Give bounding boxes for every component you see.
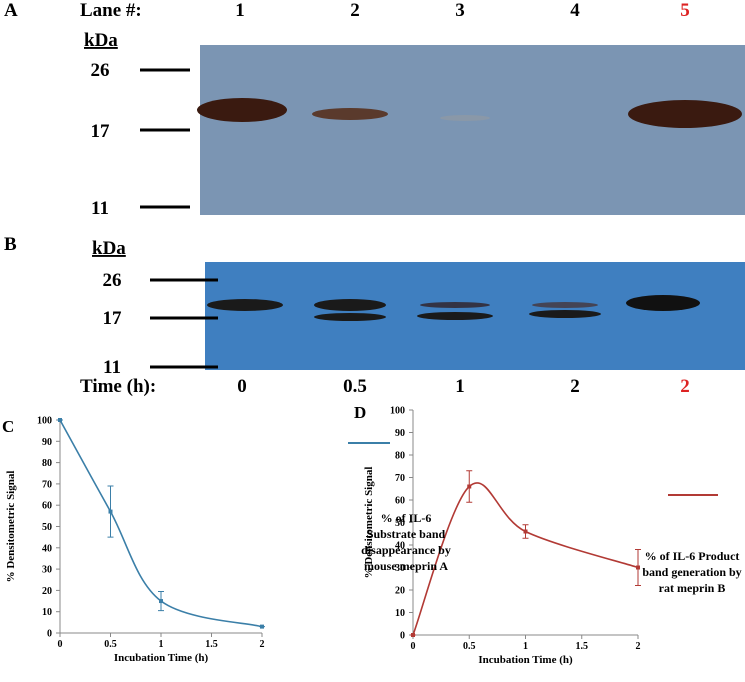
band: [440, 115, 490, 121]
time-header: Time (h):: [80, 376, 156, 397]
marker-label: 11: [103, 357, 121, 378]
band: [312, 108, 388, 120]
band: [628, 100, 742, 128]
time-label: 0: [237, 376, 247, 397]
lane-header: Lane #:: [80, 0, 142, 21]
y-tick-label: 10: [42, 607, 52, 618]
y-tick-label: 0: [400, 631, 405, 642]
line: [59, 419, 263, 628]
point: [411, 633, 415, 637]
y-tick-label: 60: [42, 501, 52, 512]
y-tick-label: 70: [42, 479, 52, 490]
point: [159, 599, 163, 604]
marker-label: 26: [91, 60, 110, 81]
y-tick-label: 70: [395, 473, 405, 484]
band: [626, 295, 700, 311]
y-tick-label: 30: [395, 563, 405, 574]
band: [197, 98, 287, 122]
x-tick-label: 1: [523, 641, 528, 652]
x-tick-label: 0.5: [104, 639, 117, 650]
y-tick-label: 20: [395, 586, 405, 597]
band: [314, 299, 386, 311]
y-tick-label: 60: [395, 496, 405, 507]
band: [207, 299, 283, 311]
y-tick-label: 50: [42, 522, 52, 533]
x-tick-label: 2: [260, 639, 265, 650]
y-tick-label: 10: [395, 608, 405, 619]
y-tick-label: 100: [37, 416, 52, 427]
line: [412, 482, 639, 636]
y-axis-label: % Densitometric Signal: [363, 467, 375, 579]
marker-label: 26: [103, 270, 122, 291]
y-tick-label: 40: [395, 541, 405, 552]
point: [260, 624, 264, 629]
point: [523, 529, 528, 534]
x-tick-label: 1: [159, 639, 164, 650]
point: [467, 484, 472, 489]
lane-label: 4: [570, 0, 580, 21]
marker-label: 17: [91, 121, 111, 142]
panel-letter: A: [4, 0, 18, 21]
panel-letter: B: [4, 234, 17, 255]
marker-label: 11: [91, 198, 109, 219]
x-axis-label: Incubation Time (h): [478, 654, 573, 666]
band: [314, 313, 386, 321]
x-tick-label: 2: [636, 641, 641, 652]
band: [532, 302, 598, 308]
y-tick-label: 80: [42, 458, 52, 469]
x-tick-label: 0.5: [463, 641, 476, 652]
point: [108, 509, 113, 514]
y-tick-label: 40: [42, 543, 52, 554]
panel-letter: D: [354, 403, 366, 422]
lane-label: 2: [350, 0, 360, 21]
unit-label: kDa: [92, 238, 126, 259]
band: [420, 302, 490, 308]
legend-label: % of IL-6 Substrate band disappearance b…: [361, 511, 451, 573]
time-label: 0.5: [343, 376, 367, 397]
y-tick-label: 100: [390, 406, 405, 417]
lane-label: 5: [680, 0, 690, 21]
time-label: 2: [570, 376, 580, 397]
x-tick-label: 1.5: [205, 639, 218, 650]
x-axis-label: Incubation Time (h): [114, 652, 209, 664]
y-tick-label: 90: [395, 428, 405, 439]
lane-label: 1: [235, 0, 245, 21]
y-tick-label: 20: [42, 586, 52, 597]
x-tick-label: 1.5: [576, 641, 589, 652]
blot: [200, 45, 745, 215]
y-tick-label: 90: [42, 437, 52, 448]
y-tick-label: 30: [42, 565, 52, 576]
time-label: 1: [455, 376, 465, 397]
y-axis-label: % Densitometric Signal: [5, 471, 17, 583]
x-tick-label: 0: [411, 641, 416, 652]
unit-label: kDa: [84, 30, 118, 51]
legend-label: % of IL-6 Product band generation by rat…: [642, 549, 742, 595]
panel-letter: C: [2, 417, 14, 436]
time-label: 2: [680, 376, 690, 397]
point: [58, 418, 62, 422]
x-tick-label: 0: [58, 639, 63, 650]
y-tick-label: 0: [47, 629, 52, 640]
band: [417, 312, 493, 320]
y-tick-label: 50: [395, 518, 405, 529]
point: [636, 565, 640, 570]
marker-label: 17: [103, 308, 123, 329]
lane-label: 3: [455, 0, 465, 21]
y-tick-label: 80: [395, 451, 405, 462]
band: [529, 310, 601, 318]
